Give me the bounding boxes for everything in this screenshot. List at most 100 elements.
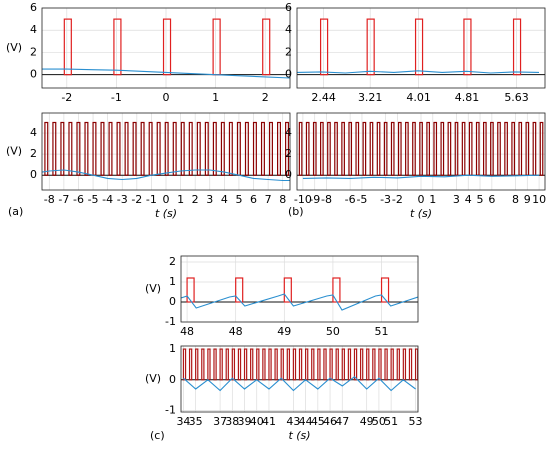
x-axis-label: t (s) <box>288 429 310 442</box>
x-tick-label: 43 <box>286 415 300 428</box>
pulse <box>235 277 244 303</box>
y-tick-label: 0 <box>30 68 37 81</box>
pulse <box>497 121 501 176</box>
subplot: 2.44 3.21 4.01 4.81 5.63 0 2 4 6 <box>285 1 546 104</box>
pulse <box>504 121 508 176</box>
x-tick-label: -8 <box>321 193 332 206</box>
axes-frame <box>180 345 419 413</box>
y-tick-label: -1 <box>165 403 176 416</box>
y-tick-label: 4 <box>30 23 37 36</box>
y-tick-label: 0 <box>30 168 37 181</box>
pulse <box>317 348 321 381</box>
pulse <box>250 348 254 381</box>
pulse <box>148 121 153 176</box>
x-tick-label: 2.44 <box>311 91 336 104</box>
pulse <box>355 121 360 176</box>
plot-area <box>297 18 545 76</box>
pulse <box>323 348 327 381</box>
x-tick-label: -5 <box>356 193 367 206</box>
pulse <box>383 121 388 176</box>
pulse <box>332 277 341 303</box>
pulse <box>490 121 494 176</box>
y-tick-label: 1 <box>169 342 176 355</box>
x-tick-label: 47 <box>335 415 349 428</box>
pulse <box>397 121 402 176</box>
y-tick-label: 6 <box>30 1 37 14</box>
y-tick-label: 1 <box>169 275 176 288</box>
pulse <box>366 18 375 76</box>
pulse <box>84 121 89 176</box>
pulse <box>274 348 278 381</box>
pulse <box>212 121 217 176</box>
x-tick-label: 37 <box>213 415 227 428</box>
plot-area <box>42 121 290 182</box>
pulse <box>412 121 416 176</box>
pulse <box>280 348 284 381</box>
pulse <box>204 121 209 176</box>
x-tick-label: -2 <box>61 91 72 104</box>
pulse <box>292 348 297 381</box>
x-tick-label: 3.21 <box>358 91 383 104</box>
x-tick-label: 49 <box>360 415 374 428</box>
pulse <box>359 348 364 381</box>
pulse <box>108 121 113 176</box>
pulse <box>362 121 367 176</box>
pulse <box>320 121 324 176</box>
pulse <box>327 121 331 176</box>
pulse <box>277 121 282 176</box>
x-tick-label: 5 <box>235 193 242 206</box>
y-tick-label: 2 <box>169 255 176 268</box>
y-tick-label: 2 <box>285 45 292 58</box>
pulse <box>298 121 303 176</box>
pulse <box>285 121 290 176</box>
trace <box>181 293 418 311</box>
pulse <box>231 348 236 381</box>
x-tick-label: 2 <box>192 193 199 206</box>
trace <box>302 174 540 179</box>
pulse <box>188 348 193 381</box>
x-tick-label: 3 <box>206 193 213 206</box>
x-tick-label: 38 <box>225 415 239 428</box>
y-tick-label: 0 <box>169 295 176 308</box>
subplot: -2 -1 0 1 2 0 2 4 6 (V) <box>6 1 291 104</box>
x-tick-label: 4 <box>465 193 472 206</box>
pulse <box>312 121 317 176</box>
pulse <box>76 121 81 176</box>
y-axis-label: (V) <box>6 145 22 158</box>
pulse <box>124 121 129 176</box>
pulse <box>132 121 137 176</box>
x-tick-label: 1 <box>212 91 219 104</box>
pulse <box>113 18 122 76</box>
pulse <box>44 121 49 176</box>
x-tick-label: 4.81 <box>455 91 480 104</box>
x-tick-label: -6 <box>73 193 84 206</box>
pulse <box>298 348 303 381</box>
pulse <box>341 348 345 381</box>
x-tick-label: 0 <box>163 91 170 104</box>
x-tick-label: 1 <box>429 193 436 206</box>
trace <box>42 169 290 182</box>
x-tick-label: 39 <box>238 415 252 428</box>
pulse <box>447 121 452 176</box>
pulse <box>414 18 424 76</box>
pulse <box>518 121 523 176</box>
axes-frame <box>41 7 291 89</box>
y-tick-label: 0 <box>285 168 292 181</box>
pulse <box>419 121 423 176</box>
pulse <box>213 348 217 381</box>
pulse <box>140 121 145 176</box>
x-tick-label: -3 <box>380 193 391 206</box>
pulse <box>92 121 97 176</box>
x-tick-label: 10 <box>532 193 546 206</box>
x-tick-label: -3 <box>117 193 128 206</box>
x-tick-label: 5 <box>477 193 484 206</box>
pulse <box>440 121 445 176</box>
x-tick-label: 34 <box>176 415 190 428</box>
x-tick-label: 1 <box>177 193 184 206</box>
pulse <box>180 121 185 176</box>
y-tick-label: 4 <box>285 126 292 139</box>
pulse <box>262 18 271 76</box>
pulse <box>305 121 310 176</box>
y-tick-label: 4 <box>285 23 292 36</box>
